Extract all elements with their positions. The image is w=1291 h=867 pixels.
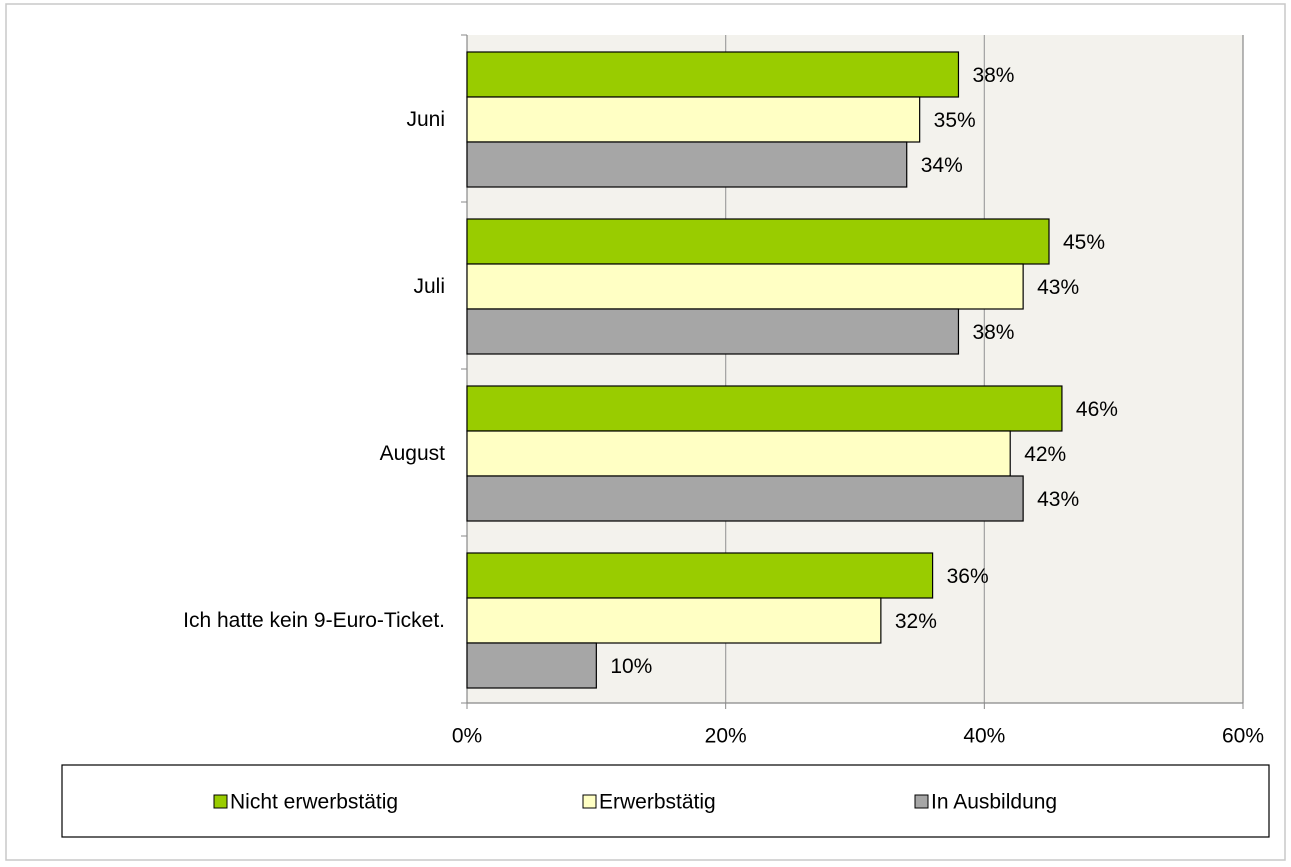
x-tick-label: 60% <box>1222 725 1264 748</box>
bar <box>466 218 1050 265</box>
data-label: 46% <box>1076 398 1118 421</box>
bar <box>466 308 960 355</box>
x-tick-label: 20% <box>705 725 747 748</box>
bar <box>466 552 934 599</box>
bar <box>466 642 597 689</box>
data-label: 36% <box>947 565 989 588</box>
legend-label: In Ausbildung <box>931 791 1057 814</box>
data-label: 34% <box>921 154 963 177</box>
data-label: 43% <box>1037 276 1079 299</box>
legend-swatch <box>213 794 228 809</box>
bar <box>466 96 921 143</box>
y-tick-label: Ich hatte kein 9-Euro-Ticket. <box>183 609 445 632</box>
y-tick-label: Juni <box>406 108 445 131</box>
data-label: 43% <box>1037 488 1079 511</box>
y-tick-label: Juli <box>413 275 445 298</box>
data-label: 38% <box>972 64 1014 87</box>
y-tick-label: August <box>380 442 446 465</box>
bar <box>466 385 1063 432</box>
data-label: 35% <box>934 109 976 132</box>
bar <box>466 597 882 644</box>
data-label: 10% <box>610 655 652 678</box>
data-label: 38% <box>972 321 1014 344</box>
legend-label: Nicht erwerbstätig <box>230 791 398 814</box>
bar <box>466 263 1024 310</box>
legend-label: Erwerbstätig <box>599 791 716 814</box>
bar <box>466 51 960 98</box>
legend-swatch <box>914 794 929 809</box>
data-label: 32% <box>895 610 937 633</box>
legend-swatch <box>582 794 597 809</box>
bar <box>466 141 908 188</box>
data-label: 45% <box>1063 231 1105 254</box>
x-tick-label: 40% <box>963 725 1005 748</box>
bar <box>466 430 1011 477</box>
x-tick-label: 0% <box>452 725 482 748</box>
legend-box <box>61 764 1270 838</box>
bar <box>466 475 1024 522</box>
data-label: 42% <box>1024 443 1066 466</box>
